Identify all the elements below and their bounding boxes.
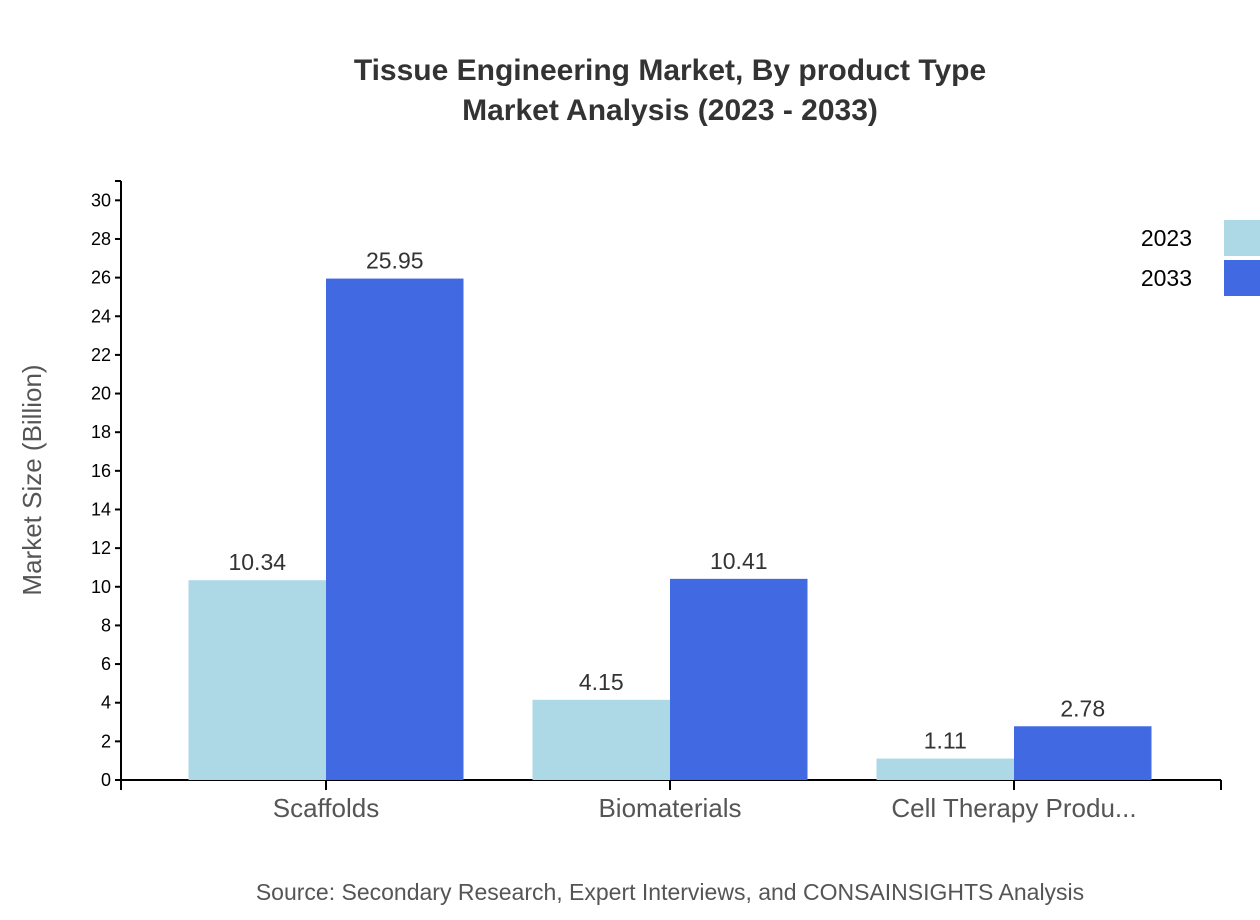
y-tick-label: 4 [101,693,111,713]
y-tick-label: 30 [91,190,111,210]
x-tick-label: Biomaterials [598,793,741,823]
bar-2023 [532,699,670,780]
data-label: 10.41 [710,548,768,574]
legend-swatch [1224,220,1260,256]
y-tick-label: 14 [91,499,111,519]
bar-2023 [876,758,1014,780]
legend-label: 2023 [1141,225,1192,251]
y-tick-label: 20 [91,384,111,404]
y-tick-label: 10 [91,577,111,597]
bar-2033 [1014,726,1152,780]
x-tick-label: Scaffolds [273,793,379,823]
data-label: 2.78 [1060,695,1105,721]
y-tick-label: 6 [101,654,111,674]
y-tick-label: 2 [101,731,111,751]
data-label: 4.15 [579,669,624,695]
y-tick-label: 24 [91,306,111,326]
legend-swatch [1224,260,1260,296]
y-axis-label: Market Size (Billion) [17,364,47,595]
y-tick-label: 12 [91,538,111,558]
y-tick-label: 8 [101,615,111,635]
chart-subtitle: Market Analysis (2023 - 2033) [462,94,878,127]
bar-2023 [188,580,326,780]
bar-2033 [670,578,808,780]
data-label: 10.34 [228,549,286,575]
y-tick-label: 0 [101,770,111,790]
y-tick-label: 22 [91,345,111,365]
y-tick-label: 18 [91,422,111,442]
data-label: 25.95 [366,248,424,274]
y-tick-label: 16 [91,461,111,481]
source-note: Source: Secondary Research, Expert Inter… [256,879,1084,905]
legend-label: 2033 [1141,265,1192,291]
y-tick-label: 26 [91,268,111,288]
chart-title: Tissue Engineering Market, By product Ty… [354,54,986,87]
bar-2033 [326,278,464,780]
data-label: 1.11 [924,728,967,754]
x-tick-label: Cell Therapy Produ... [891,793,1136,823]
y-tick-label: 28 [91,229,111,249]
